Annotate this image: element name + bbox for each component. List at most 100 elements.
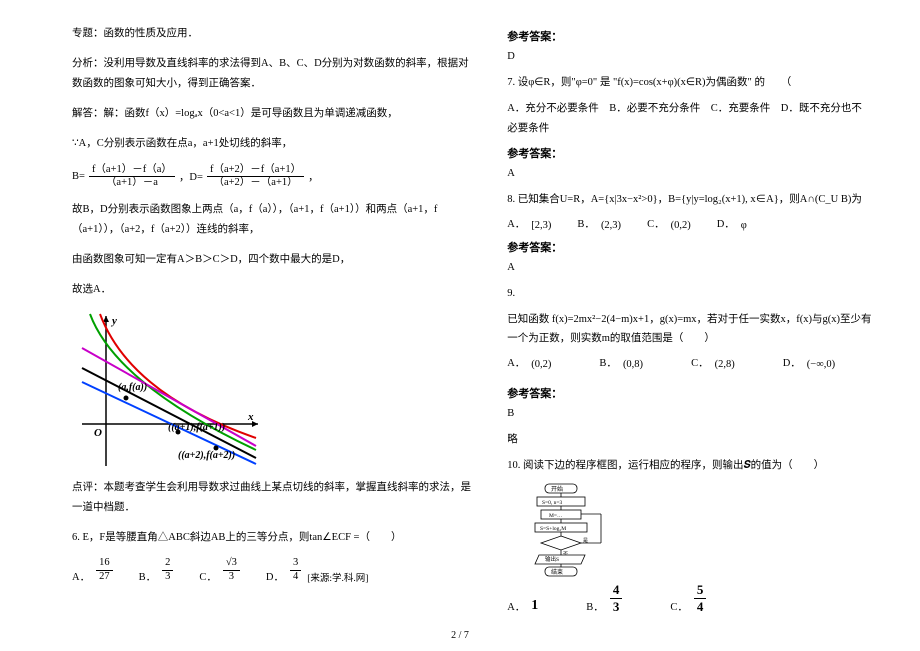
q6-c-den: 3 bbox=[226, 571, 237, 584]
opt-label: A． bbox=[507, 216, 525, 231]
opt-label: D． bbox=[783, 355, 801, 370]
q6-a-den: 27 bbox=[96, 571, 113, 584]
svg-text:结束: 结束 bbox=[551, 568, 563, 576]
q6-c-num: √3 bbox=[223, 557, 240, 571]
q8-b-val: (2,3) bbox=[601, 220, 621, 231]
svg-text:输出S: 输出S bbox=[545, 555, 559, 563]
q10-b-den: 3 bbox=[610, 599, 623, 615]
opt-label: A． bbox=[507, 599, 525, 614]
q10-c-num: 5 bbox=[694, 582, 707, 599]
q6-b-num: 2 bbox=[162, 557, 173, 571]
svg-text:S=0, n=3: S=0, n=3 bbox=[542, 500, 563, 506]
svg-text:M=…: M=… bbox=[549, 513, 563, 519]
analysis: 分析：没利用导数及直线斜率的求法得到A、B、C、D分别为对数函数的斜率，根据对数… bbox=[72, 54, 475, 94]
opt-label: A． bbox=[72, 569, 90, 584]
comma-1: ，D= bbox=[179, 169, 203, 184]
q9-d-val: (−∞,0) bbox=[807, 359, 835, 370]
svg-text:S=S+log₂M: S=S+log₂M bbox=[540, 526, 566, 532]
ans-9-note: 略 bbox=[507, 430, 872, 450]
q6-d-num: 3 bbox=[290, 557, 301, 571]
b-label: B= bbox=[72, 171, 85, 182]
svg-text:y: y bbox=[110, 315, 117, 327]
frac-d: f（a+2）－f（a+1） （a+2）－（a+1） bbox=[207, 164, 304, 190]
ans-heading-8: 参考答案： bbox=[507, 239, 872, 255]
comment: 点评：本题考查学生会利用导数求过曲线上某点切线的斜率，掌握直线斜率的求法，是一道… bbox=[72, 478, 475, 518]
opt-label: D． bbox=[266, 569, 284, 584]
q6-opt-a[interactable]: A． 1627 bbox=[72, 557, 113, 583]
comma-2: ， bbox=[308, 169, 319, 184]
q8-opt-b[interactable]: B． (2,3) bbox=[577, 216, 621, 231]
ans-heading-7: 参考答案： bbox=[507, 145, 872, 161]
solve-2: ∵A，C分别表示函数在点a，a+1处切线的斜率， bbox=[72, 134, 475, 154]
q6-stem: 6. E，F是等腰直角△ABC斜边AB上的三等分点，则tan∠ECF =（ ） bbox=[72, 528, 475, 548]
frac-b-num: f（a+1）－f（a） bbox=[89, 164, 175, 178]
q10-b-num: 4 bbox=[610, 582, 623, 599]
q8-a-val: [2,3) bbox=[531, 220, 551, 231]
svg-text:开始: 开始 bbox=[551, 485, 563, 493]
q8-opt-d[interactable]: D． φ bbox=[717, 216, 747, 231]
svg-text:((a+2),f(a+2)): ((a+2),f(a+2)) bbox=[178, 450, 235, 461]
function-graph: y x O (a,f(a)) ((a+1),f(a+1)) ((a+2),f(a+2)) bbox=[72, 310, 262, 470]
q6-d-tail: [来源:学.科.网] bbox=[307, 570, 368, 584]
q6-opt-d[interactable]: D． 34 [来源:学.科.网] bbox=[266, 557, 369, 583]
q10-opt-a[interactable]: A． 1 bbox=[507, 598, 538, 614]
svg-text:O: O bbox=[94, 427, 102, 439]
page-number: 2 / 7 bbox=[0, 630, 920, 641]
ans-9: B bbox=[507, 404, 872, 424]
q8-opt-c[interactable]: C． (0,2) bbox=[647, 216, 691, 231]
ans-7: A bbox=[507, 164, 872, 184]
svg-text:(a,f(a)): (a,f(a)) bbox=[118, 382, 147, 393]
svg-text:((a+1),f(a+1)): ((a+1),f(a+1)) bbox=[168, 422, 225, 433]
q9-opt-b[interactable]: B． (0,8) bbox=[599, 355, 643, 370]
opt-label: B． bbox=[577, 216, 595, 231]
opt-label: C． bbox=[647, 216, 665, 231]
q6-opt-c[interactable]: C． √33 bbox=[199, 557, 240, 583]
solve-5: 故选A． bbox=[72, 280, 475, 300]
q9-stem: 已知函数 f(x)=2mx²−2(4−m)x+1，g(x)=mx，若对于任一实数… bbox=[507, 310, 872, 350]
frac-b-den: （a+1）－a bbox=[103, 177, 161, 190]
solve-3: 故B，D分别表示函数图象上两点（a，f（a）），（a+1，f（a+1））和两点（… bbox=[72, 200, 475, 240]
q9-b-val: (0,8) bbox=[623, 359, 643, 370]
solve-1: 解答：解：函数f（x）=logₐx（0<a<1）是可导函数且为单调递减函数， bbox=[72, 104, 475, 124]
opt-label: B． bbox=[599, 355, 617, 370]
q10-a-val: 1 bbox=[531, 598, 538, 614]
opt-label: A． bbox=[507, 355, 525, 370]
ans-6: D bbox=[507, 47, 872, 67]
topic-line: 专题：函数的性质及应用． bbox=[72, 24, 475, 44]
frac-b: f（a+1）－f（a） （a+1）－a bbox=[89, 164, 175, 190]
q9-opt-d[interactable]: D． (−∞,0) bbox=[783, 355, 835, 370]
q8-c-val: (0,2) bbox=[671, 220, 691, 231]
q9-opt-a[interactable]: A． (0,2) bbox=[507, 355, 551, 370]
q8-options: A． [2,3) B． (2,3) C． (0,2) D． φ bbox=[507, 216, 872, 231]
ans-8: A bbox=[507, 258, 872, 278]
svg-text:x: x bbox=[247, 411, 254, 423]
ans-heading-9: 参考答案： bbox=[507, 385, 872, 401]
q9-c-val: (2,8) bbox=[715, 359, 735, 370]
q9-num: 9. bbox=[507, 284, 872, 304]
opt-label: B． bbox=[586, 599, 604, 614]
q8-opt-a[interactable]: A． [2,3) bbox=[507, 216, 551, 231]
frac-row: B= f（a+1）－f（a） （a+1）－a ，D= f（a+2）－f（a+1）… bbox=[72, 164, 475, 190]
q7-stem: 7. 设φ∈R，则"φ=0" 是 "f(x)=cos(x+φ)(x∈R)为偶函数… bbox=[507, 73, 872, 93]
q10-opt-b[interactable]: B． 43 bbox=[586, 582, 622, 614]
ans-heading-6: 参考答案： bbox=[507, 28, 872, 44]
opt-label: C． bbox=[691, 355, 709, 370]
flowchart: 开始S=0, n=3M=…S=S+log₂M是否输出S结束 bbox=[507, 482, 627, 578]
q10-opt-c[interactable]: C． 54 bbox=[670, 582, 706, 614]
q9-a-val: (0,2) bbox=[531, 359, 551, 370]
frac-d-den: （a+2）－（a+1） bbox=[210, 177, 300, 190]
q6-a-num: 16 bbox=[96, 557, 113, 571]
q8-stem: 8. 已知集合U=R，A={x|3x−x²>0}，B={y|y=log₂(x+1… bbox=[507, 190, 872, 210]
q6-b-den: 3 bbox=[162, 571, 173, 584]
q6-options: A． 1627 B． 23 C． √33 D． 34 [来源:学.科.网] bbox=[72, 557, 475, 583]
opt-label: D． bbox=[717, 216, 735, 231]
q6-opt-b[interactable]: B． 23 bbox=[139, 557, 174, 583]
q9-options: A． (0,2) B． (0,8) C． (2,8) D． (−∞,0) bbox=[507, 355, 872, 370]
q9-opt-c[interactable]: C． (2,8) bbox=[691, 355, 735, 370]
opt-label: C． bbox=[199, 569, 217, 584]
q10-stem: 10. 阅读下边的程序框图，运行相应的程序，则输出𝑺的值为（ ） bbox=[507, 456, 872, 476]
q6-d-den: 4 bbox=[290, 571, 301, 584]
q7-opts: A．充分不必要条件 B．必要不充分条件 C．充要条件 D．既不充分也不必要条件 bbox=[507, 99, 872, 139]
solve-4: 由函数图象可知一定有A＞B＞C＞D，四个数中最大的是D， bbox=[72, 250, 475, 270]
q8-d-val: φ bbox=[741, 220, 747, 231]
